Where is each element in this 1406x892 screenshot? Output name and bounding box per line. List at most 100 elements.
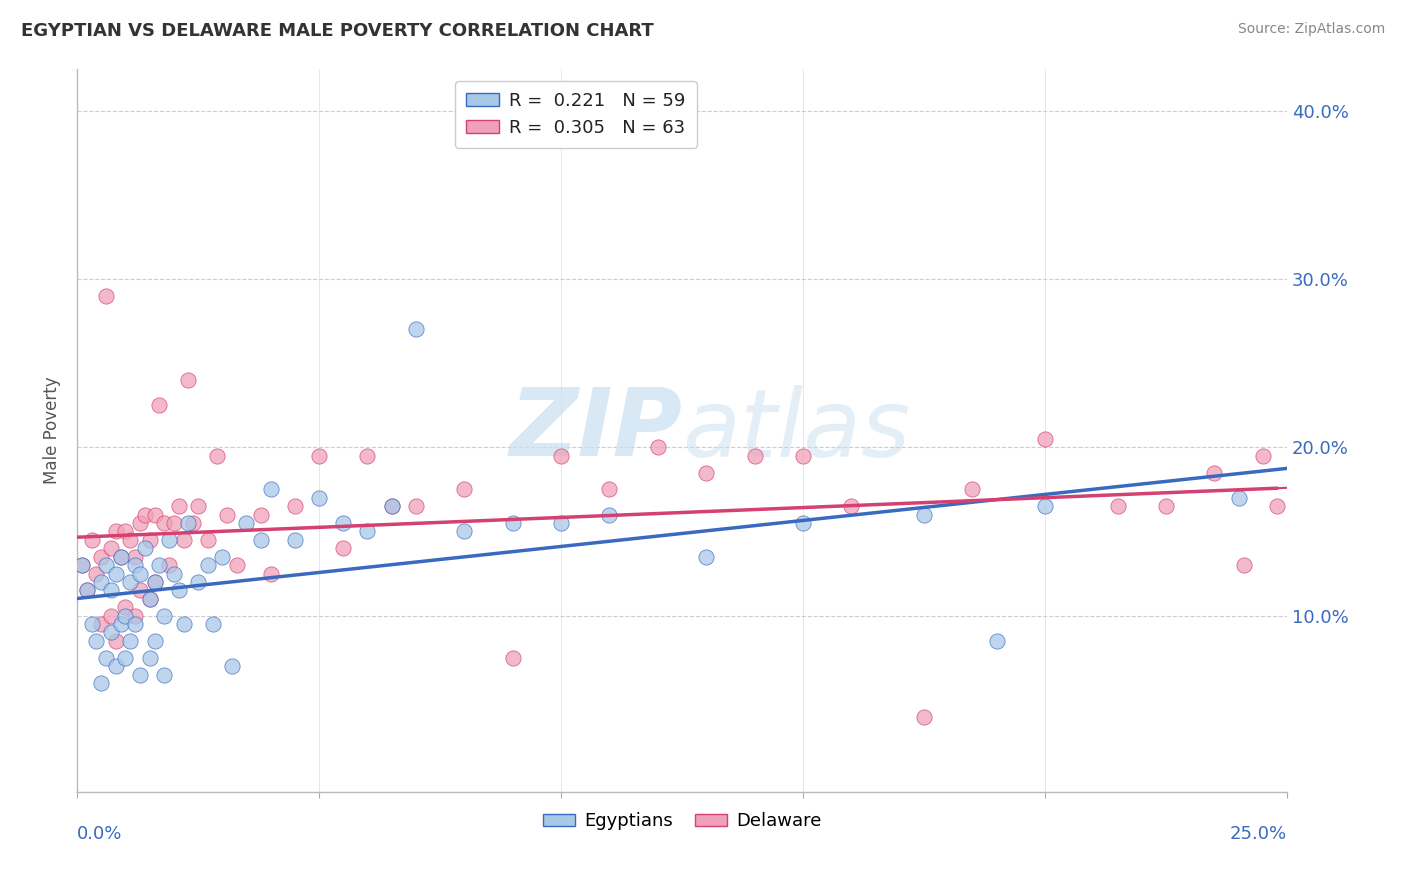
Point [70,558,93,573]
Point [173,617,195,632]
Point [744,449,766,463]
Legend: Egyptians, Delaware: Egyptians, Delaware [536,805,828,838]
Point [260,566,283,581]
Point [114,524,136,539]
Point [163,566,186,581]
Point [129,583,152,598]
Point [1204,466,1226,480]
Text: Source: ZipAtlas.com: Source: ZipAtlas.com [1237,22,1385,37]
Point [104,659,127,673]
Text: ZIP: ZIP [509,384,682,476]
Point [250,533,273,547]
Point [250,508,273,522]
Point [76,583,98,598]
Point [695,466,717,480]
Point [912,508,935,522]
Point [187,574,209,589]
Point [138,650,160,665]
Point [332,516,354,530]
Text: EGYPTIAN VS DELAWARE MALE POVERTY CORRELATION CHART: EGYPTIAN VS DELAWARE MALE POVERTY CORREL… [21,22,654,40]
Point [502,516,524,530]
Point [502,650,524,665]
Point [1033,500,1056,514]
Point [104,524,127,539]
Point [167,500,190,514]
Point [1154,500,1177,514]
Point [211,549,233,564]
Point [177,516,200,530]
Point [80,533,103,547]
Point [110,617,132,632]
Point [986,633,1008,648]
Point [181,516,204,530]
Point [841,500,863,514]
Point [76,583,98,598]
Point [1033,432,1056,446]
Point [201,617,224,632]
Point [90,617,112,632]
Point [177,373,200,387]
Point [114,600,136,615]
Point [792,449,814,463]
Point [284,533,307,547]
Point [104,633,127,648]
Point [110,549,132,564]
Point [110,549,132,564]
Y-axis label: Male Poverty: Male Poverty [44,376,60,484]
Point [598,483,620,497]
Text: 25.0%: 25.0% [1230,825,1286,843]
Point [308,449,330,463]
Point [143,574,166,589]
Point [124,617,146,632]
Point [90,549,112,564]
Point [143,633,166,648]
Point [124,558,146,573]
Point [138,533,160,547]
Point [217,508,239,522]
Point [453,524,475,539]
Point [962,483,984,497]
Point [100,625,122,640]
Point [124,549,146,564]
Point [1227,491,1250,505]
Point [308,491,330,505]
Point [120,533,142,547]
Point [221,659,243,673]
Point [90,676,112,690]
Point [381,500,404,514]
Point [100,541,122,556]
Point [598,508,620,522]
Point [134,508,156,522]
Point [167,583,190,598]
Point [647,440,669,454]
Point [157,558,180,573]
Point [120,574,142,589]
Point [100,608,122,623]
Point [70,558,93,573]
Point [260,483,283,497]
Point [143,574,166,589]
Point [405,500,427,514]
Point [284,500,307,514]
Point [912,709,935,723]
Point [148,558,170,573]
Point [129,667,152,681]
Point [80,617,103,632]
Text: 0.0%: 0.0% [77,825,122,843]
Point [143,508,166,522]
Point [381,500,404,514]
Point [94,558,117,573]
Point [153,516,176,530]
Point [792,516,814,530]
Point [1251,449,1274,463]
Point [157,533,180,547]
Point [1107,500,1129,514]
Text: atlas: atlas [682,385,910,476]
Point [94,650,117,665]
Point [332,541,354,556]
Point [225,558,247,573]
Point [114,608,136,623]
Point [124,608,146,623]
Point [405,322,427,336]
Point [163,516,186,530]
